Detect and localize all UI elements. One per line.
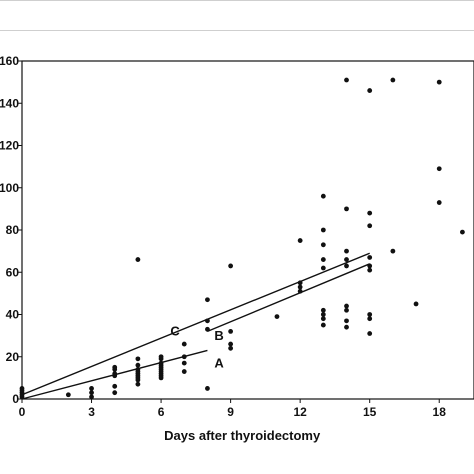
- data-point: [297, 280, 303, 286]
- data-point: [367, 331, 373, 336]
- y-tick-label: 140: [0, 96, 19, 110]
- data-point: [297, 288, 303, 294]
- data-point: [89, 390, 94, 396]
- y-tick-label: 20: [6, 350, 20, 364]
- line-labels: AB C: [170, 324, 224, 371]
- data-point: [367, 263, 373, 269]
- data-point: [367, 267, 373, 273]
- line-label-c: C: [170, 324, 180, 339]
- data-point: [436, 166, 442, 172]
- data-point: [390, 248, 396, 254]
- data-point: [205, 318, 210, 324]
- data-point: [112, 371, 118, 377]
- data-point: [228, 345, 234, 351]
- data-point: [344, 77, 349, 83]
- x-tick-label: 15: [363, 405, 377, 419]
- data-point: [367, 210, 373, 216]
- x-tick-label: 12: [293, 405, 307, 419]
- data-point: [436, 79, 442, 85]
- data-point: [89, 394, 94, 400]
- data-point: [344, 307, 349, 313]
- data-point: [181, 360, 187, 366]
- x-tick-label: 0: [19, 405, 26, 419]
- plot-frame: [21, 60, 474, 400]
- data-point: [135, 356, 141, 362]
- data-point: [320, 242, 326, 248]
- data-point: [344, 263, 349, 269]
- y-tick-label: 80: [6, 223, 20, 237]
- data-point: [460, 229, 465, 235]
- x-tick-label: 6: [158, 405, 165, 419]
- data-point: [367, 255, 373, 260]
- data-point: [19, 386, 25, 391]
- data-point: [135, 257, 141, 262]
- data-point: [320, 322, 326, 328]
- data-point: [367, 312, 373, 317]
- data-point: [181, 341, 187, 347]
- data-point: [205, 386, 210, 391]
- line-label-b: B: [214, 328, 223, 343]
- x-tick-label: 18: [433, 405, 447, 419]
- y-tick-label: 60: [6, 265, 20, 279]
- regression-line-b: [207, 263, 370, 333]
- tick-labels: 0 3 6 9 12 15 18 0 20 40 60 80 100 120 140 160: [0, 54, 446, 419]
- data-point: [413, 301, 419, 307]
- data-point: [112, 383, 118, 389]
- data-point: [320, 307, 326, 313]
- data-point: [112, 390, 118, 396]
- data-point: [344, 324, 349, 330]
- data-point: [135, 381, 141, 387]
- data-point: [228, 263, 234, 269]
- data-point: [367, 223, 373, 229]
- data-point: [320, 193, 326, 199]
- data-point: [344, 257, 349, 262]
- data-point: [344, 318, 349, 324]
- header-rule: [0, 30, 474, 31]
- line-label-a: A: [214, 355, 224, 370]
- data-point: [367, 316, 373, 322]
- data-point: [367, 88, 373, 93]
- x-axis-title: Days after thyroidectomy: [164, 428, 321, 443]
- data-point: [205, 297, 210, 303]
- top-rule: [0, 0, 474, 1]
- regression-line-c: [21, 252, 370, 396]
- data-point: [158, 354, 164, 360]
- y-tick-label: 40: [6, 308, 20, 322]
- data-point: [135, 362, 141, 368]
- data-point: [320, 227, 326, 233]
- data-point: [320, 265, 326, 271]
- data-point: [181, 369, 187, 374]
- data-point: [228, 329, 234, 334]
- data-point: [181, 354, 187, 360]
- x-tick-label: 3: [88, 405, 95, 419]
- data-point: [320, 312, 326, 317]
- data-point: [89, 386, 94, 391]
- data-point: [297, 238, 303, 243]
- data-point: [320, 316, 326, 322]
- data-point: [297, 284, 303, 290]
- regression-lines: [21, 252, 370, 400]
- y-tick-label: 160: [0, 54, 19, 68]
- data-point: [344, 303, 349, 309]
- data-point: [65, 392, 71, 398]
- y-tick-label: 100: [0, 181, 19, 195]
- data-point: [205, 326, 210, 332]
- data-point: [112, 364, 118, 370]
- data-point: [320, 257, 326, 262]
- data-points: [19, 77, 465, 400]
- data-point: [158, 360, 164, 366]
- y-tick-label: 120: [0, 139, 19, 153]
- data-point: [228, 341, 234, 347]
- data-point: [274, 314, 280, 320]
- data-point: [135, 367, 141, 372]
- data-point: [344, 206, 349, 212]
- axes: [18, 60, 474, 403]
- data-point: [344, 248, 349, 254]
- x-tick-label: 9: [227, 405, 234, 419]
- data-point: [436, 200, 442, 205]
- y-tick-label: 0: [12, 392, 19, 406]
- data-point: [390, 77, 396, 83]
